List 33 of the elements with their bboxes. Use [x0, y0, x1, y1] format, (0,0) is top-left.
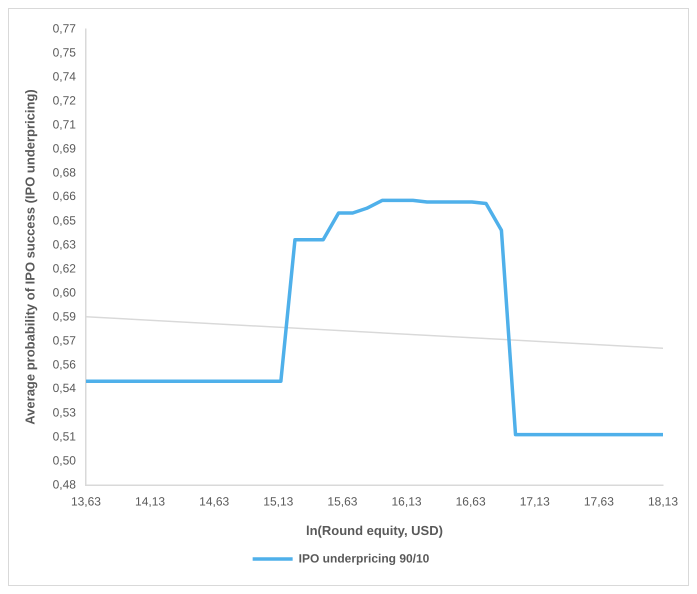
x-tick-label: 17,63 — [584, 494, 614, 509]
y-axis-title: Average probability of IPO success (IPO underpricing) — [22, 89, 38, 425]
y-tick-label: 0,66 — [52, 189, 76, 204]
x-tick-label: 15,63 — [327, 494, 358, 509]
y-tick-label: 0,60 — [52, 285, 76, 300]
x-tick-label: 14,63 — [199, 494, 230, 509]
x-tick-label: 16,63 — [456, 494, 486, 509]
y-tick-label: 0,74 — [52, 69, 76, 84]
y-tick-label: 0,75 — [52, 45, 76, 60]
y-tick-label: 0,48 — [52, 477, 76, 492]
y-tick-label: 0,63 — [52, 237, 76, 252]
y-tick-label: 0,62 — [52, 261, 76, 276]
y-tick-label: 0,57 — [52, 333, 76, 348]
y-tick-label: 0,71 — [52, 117, 76, 132]
y-tick-label: 0,50 — [52, 453, 76, 468]
y-tick-label: 0,51 — [52, 429, 76, 444]
y-tick-label: 0,68 — [52, 165, 76, 180]
y-tick-label: 0,77 — [52, 21, 76, 36]
legend-label: IPO underpricing 90/10 — [298, 551, 430, 566]
y-tick-label: 0,72 — [52, 93, 76, 108]
y-tick-label: 0,65 — [52, 213, 76, 228]
y-tick-label: 0,59 — [52, 309, 76, 324]
y-tick-label: 0,53 — [52, 405, 76, 420]
x-tick-label: 15,13 — [263, 494, 294, 509]
x-axis-title: ln(Round equity, USD) — [306, 522, 443, 538]
x-tick-label: 13,63 — [70, 494, 102, 509]
y-tick-label: 0,69 — [52, 141, 76, 156]
x-tick-label: 16,13 — [392, 494, 422, 509]
x-tick-label: 17,13 — [520, 494, 550, 509]
y-tick-label: 0,56 — [52, 357, 76, 372]
x-tick-label: 18,13 — [648, 494, 678, 509]
y-tick-label: 0,54 — [52, 381, 76, 396]
x-tick-label: 14,13 — [135, 494, 166, 509]
